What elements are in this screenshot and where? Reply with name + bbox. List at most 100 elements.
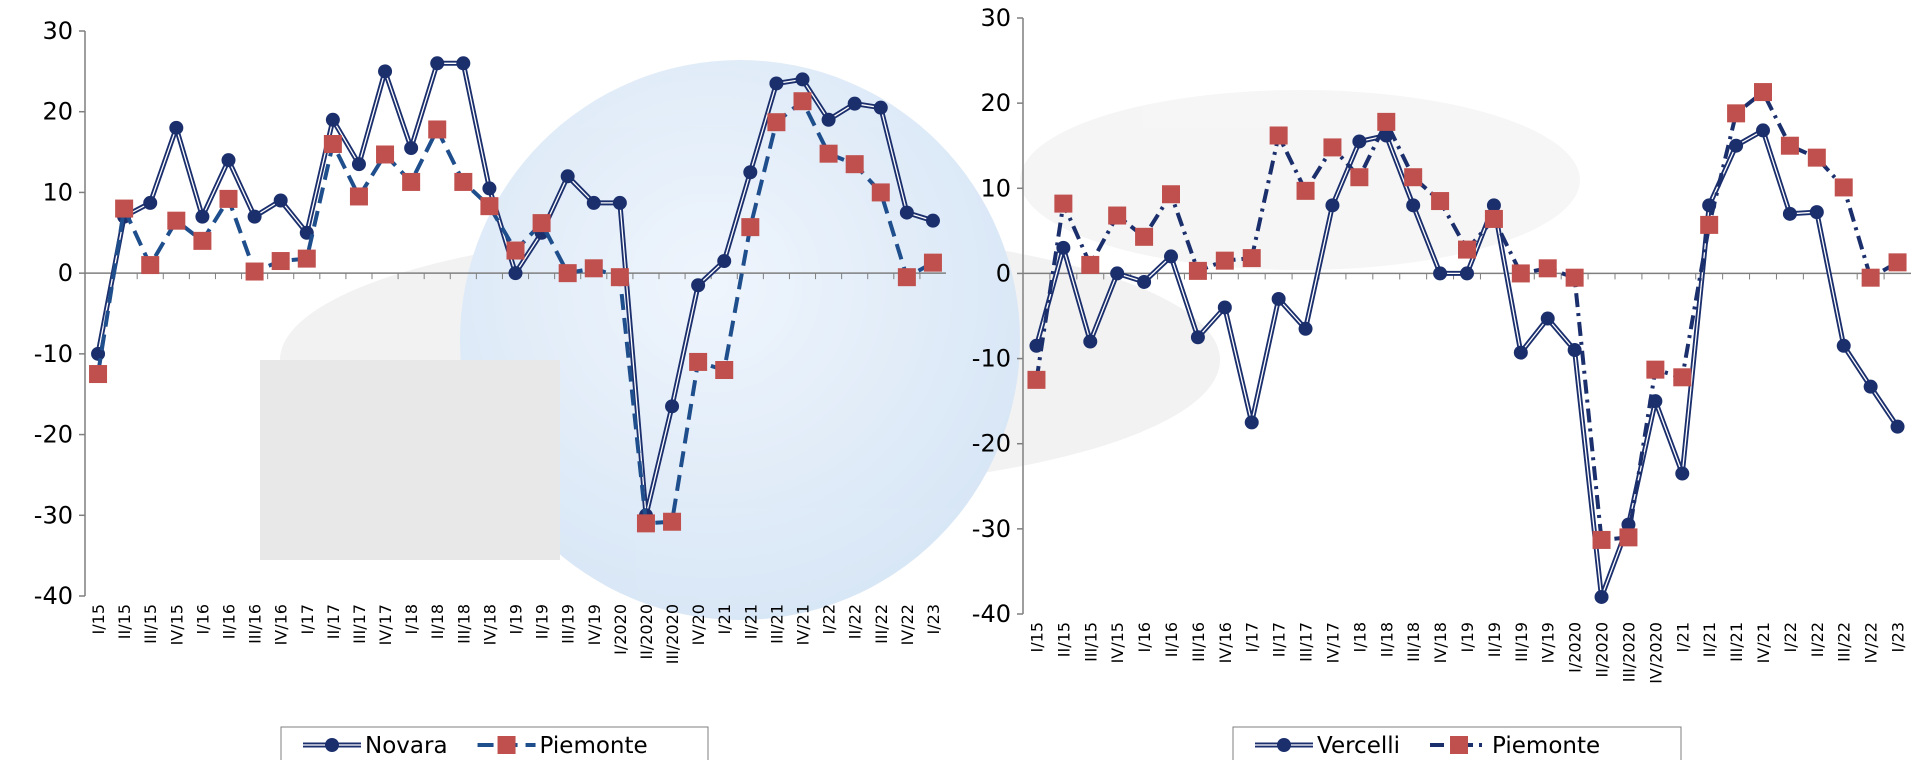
y-tick-label: -40 [34, 582, 73, 610]
x-tick-label: II/16 [220, 604, 239, 639]
marker [1836, 338, 1851, 353]
x-tick-label: II/19 [1485, 622, 1504, 657]
legend-marker [325, 738, 339, 752]
x-tick-label: I/2020 [1566, 622, 1585, 673]
marker [376, 145, 395, 164]
marker [169, 120, 184, 135]
marker [508, 266, 523, 281]
marker [610, 268, 629, 287]
marker [1619, 528, 1638, 547]
marker [456, 56, 471, 71]
marker [351, 157, 366, 172]
x-tick-label: II/21 [1700, 622, 1719, 657]
marker [1460, 266, 1474, 281]
marker [221, 153, 236, 168]
x-tick-label: IV/18 [480, 604, 499, 645]
marker [167, 211, 186, 230]
marker [1484, 209, 1503, 228]
marker [558, 264, 577, 283]
x-tick-label: I/2020 [611, 604, 630, 655]
x-tick-label: IV/21 [1754, 622, 1773, 663]
marker [506, 241, 525, 260]
marker [899, 205, 914, 220]
x-tick-label: III/21 [1727, 622, 1746, 662]
y-tick-label: -20 [972, 430, 1011, 458]
marker [1110, 266, 1125, 281]
x-tick-label: III/16 [1189, 622, 1208, 662]
marker [1646, 360, 1665, 379]
marker [378, 64, 393, 79]
x-tick-label: IV/20 [689, 604, 708, 645]
x-tick-label: IV/15 [1108, 622, 1127, 663]
y-tick-label: 20 [980, 89, 1011, 117]
marker [560, 169, 575, 184]
marker [1511, 264, 1530, 283]
marker [1137, 274, 1152, 289]
marker [1538, 259, 1557, 278]
x-tick-label: II/2020 [1593, 622, 1612, 678]
y-tick-label: -30 [972, 515, 1011, 543]
marker [141, 256, 160, 275]
marker [89, 365, 108, 384]
marker [404, 141, 419, 156]
x-tick-label: I/19 [1458, 622, 1477, 652]
marker [871, 183, 890, 202]
marker [1164, 249, 1178, 264]
marker [1352, 134, 1367, 149]
marker [1083, 334, 1098, 349]
marker [1190, 330, 1205, 345]
y-tick-label: 30 [42, 17, 73, 45]
marker [1729, 138, 1744, 153]
marker [1834, 178, 1853, 197]
marker [428, 120, 447, 139]
x-tick-label: II/17 [1270, 622, 1289, 657]
legend-label: Vercelli [1317, 733, 1400, 759]
x-tick-label: III/15 [141, 604, 160, 644]
marker [663, 512, 682, 531]
x-tick-label: III/18 [1404, 622, 1423, 662]
marker [247, 209, 262, 224]
marker [1888, 253, 1907, 272]
legend-marker [1450, 736, 1469, 754]
marker [1271, 291, 1286, 306]
marker [584, 259, 603, 278]
marker [1594, 589, 1609, 604]
marker [1727, 104, 1746, 123]
x-tick-label: IV/19 [1539, 622, 1558, 663]
y-tick-label: 10 [980, 174, 1011, 202]
marker [1782, 206, 1797, 221]
x-tick-label: III/16 [246, 604, 265, 644]
x-tick-label: IV/19 [585, 604, 604, 645]
marker [1108, 206, 1127, 225]
marker [1700, 215, 1719, 234]
y-tick-label: 0 [58, 259, 73, 287]
marker [1377, 112, 1396, 131]
marker [1592, 530, 1611, 549]
marker [1433, 266, 1448, 281]
x-tick-label: I/16 [193, 604, 212, 634]
x-tick-label: IV/16 [272, 604, 291, 645]
marker [743, 165, 758, 180]
marker [1056, 240, 1071, 255]
marker [1215, 251, 1234, 270]
marker [1809, 205, 1824, 220]
x-tick-label: II/16 [1162, 622, 1181, 657]
marker [1323, 138, 1342, 157]
x-tick-label: III/19 [559, 604, 578, 644]
x-tick-label: IV/17 [376, 604, 395, 645]
marker [1890, 419, 1905, 434]
x-tick-label: I/21 [1673, 622, 1692, 652]
marker [767, 113, 786, 132]
x-tick-label: IV/22 [898, 604, 917, 645]
legend-marker [497, 736, 516, 754]
marker [195, 209, 210, 224]
x-tick-label: IV/18 [1431, 622, 1450, 663]
marker [1296, 181, 1315, 200]
marker [586, 195, 601, 210]
y-tick-label: 20 [42, 98, 73, 126]
marker [1540, 311, 1555, 326]
marker [1754, 83, 1772, 102]
marker [482, 181, 497, 196]
marker [245, 262, 264, 281]
